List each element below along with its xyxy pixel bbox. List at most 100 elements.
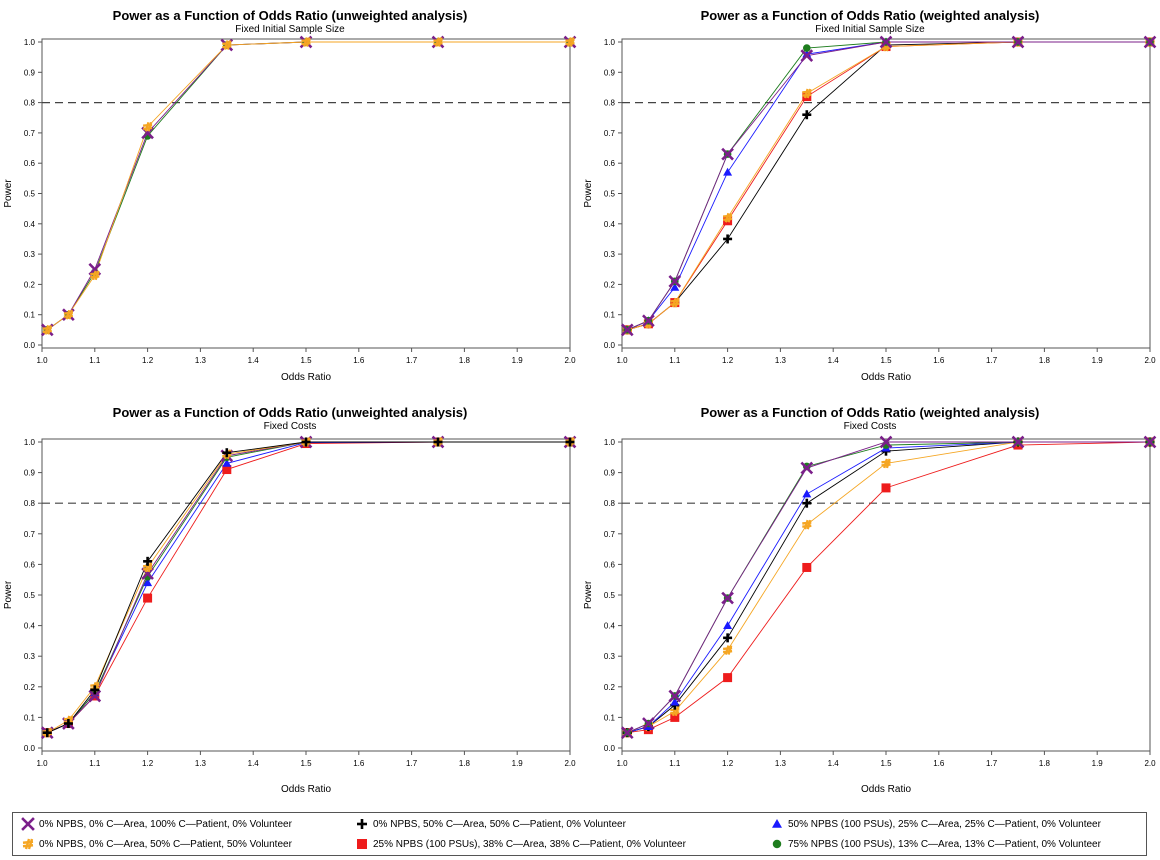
x-tick-label: 1.9 xyxy=(1092,759,1104,768)
x-axis-label: Odds Ratio xyxy=(861,372,911,383)
point-marker-x xyxy=(800,461,814,475)
point-marker-triangle xyxy=(723,167,733,176)
series-line xyxy=(627,41,1150,331)
legend-label: 75% NPBS (100 PSUs), 13% C—Area, 13% C—P… xyxy=(788,838,1101,850)
point-marker-circle xyxy=(802,44,811,52)
point-marker-square xyxy=(670,712,680,722)
y-tick-label: 0.1 xyxy=(24,713,36,722)
y-tick-label: 0.1 xyxy=(604,713,616,722)
series-line xyxy=(627,41,1150,331)
x-tick-label: 2.0 xyxy=(1144,356,1156,365)
y-tick-label: 1.0 xyxy=(24,438,36,447)
chart-title: Power as a Function of Odds Ratio (unwei… xyxy=(112,8,468,23)
x-axis-label: Odds Ratio xyxy=(281,372,331,383)
point-marker-triangle xyxy=(723,621,733,629)
legend-label: 0% NPBS, 50% C—Area, 50% C—Patient, 0% V… xyxy=(373,818,626,830)
point-marker-x xyxy=(21,817,35,831)
chart-subtitle: Fixed Costs xyxy=(843,421,897,432)
x-tick-label: 1.4 xyxy=(828,356,840,365)
y-tick-label: 0.2 xyxy=(24,683,36,692)
x-axis-label: Odds Ratio xyxy=(861,784,911,795)
point-marker-x xyxy=(1143,435,1157,449)
x-tick-label: 1.6 xyxy=(933,759,945,768)
y-axis-label: Power xyxy=(3,179,14,208)
y-tick-label: 0.0 xyxy=(604,744,616,753)
y-axis-label: Power xyxy=(3,580,14,609)
legend-marker-hash-icon xyxy=(22,838,34,850)
x-tick-label: 1.0 xyxy=(616,356,628,365)
y-tick-label: 0.6 xyxy=(24,560,36,569)
point-marker-hash xyxy=(142,121,153,132)
x-tick-label: 1.1 xyxy=(89,356,101,365)
y-tick-label: 0.4 xyxy=(24,622,36,631)
y-tick-label: 0.3 xyxy=(604,250,616,259)
point-marker-x xyxy=(1143,35,1157,49)
point-marker-plus xyxy=(222,448,232,458)
y-tick-label: 0.6 xyxy=(24,159,36,168)
point-marker-hash xyxy=(670,297,680,308)
point-marker-square xyxy=(802,562,812,572)
x-tick-label: 1.3 xyxy=(775,356,787,365)
chart-panel-weighted-fixed-sample: Power as a Function of Odds Ratio (weigh… xyxy=(580,0,1160,400)
point-marker-triangle xyxy=(143,578,153,587)
chart-subtitle: Fixed Initial Sample Size xyxy=(235,24,345,35)
point-marker-triangle xyxy=(802,489,812,498)
y-tick-label: 0.7 xyxy=(604,129,616,138)
y-tick-label: 0.4 xyxy=(604,220,616,229)
legend-entry: 50% NPBS (100 PSUs), 25% C—Area, 25% C—P… xyxy=(770,817,1101,831)
point-marker-plus xyxy=(42,728,52,738)
y-tick-label: 1.0 xyxy=(24,38,36,47)
point-marker-x xyxy=(721,147,734,161)
point-marker-circle xyxy=(772,839,782,849)
x-tick-label: 1.7 xyxy=(406,759,418,768)
plot-frame xyxy=(621,38,1151,349)
point-marker-x xyxy=(141,567,154,580)
series-line xyxy=(627,41,1150,331)
point-marker-hash xyxy=(722,645,733,655)
point-marker-x xyxy=(1011,435,1025,449)
point-marker-triangle xyxy=(670,697,680,706)
y-axis-label: Power xyxy=(583,580,594,609)
x-tick-label: 1.9 xyxy=(512,759,524,768)
x-tick-label: 1.5 xyxy=(300,356,312,365)
legend-label: 0% NPBS, 0% C—Area, 50% C—Patient, 50% V… xyxy=(39,838,292,850)
plot-frame xyxy=(41,438,571,752)
x-tick-label: 1.1 xyxy=(669,356,681,365)
point-marker-hash xyxy=(802,88,812,99)
point-marker-hash xyxy=(90,270,100,281)
y-tick-label: 0.0 xyxy=(24,341,36,350)
chart-plot: 0.0 0.1 0.2 0.3 0.4 0.5 0.6 0.7 0.8 0.9 1.0 1.0 1.1 1… xyxy=(3,435,577,795)
x-tick-label: 1.8 xyxy=(1039,759,1051,768)
point-marker-hash xyxy=(63,309,74,320)
x-tick-label: 1.3 xyxy=(775,759,787,768)
y-tick-label: 0.8 xyxy=(604,499,616,508)
point-marker-plus xyxy=(802,110,812,120)
y-tick-label: 0.9 xyxy=(604,68,616,77)
chart-subtitle: Fixed Initial Sample Size xyxy=(815,24,925,35)
point-marker-plus xyxy=(565,437,575,447)
chart-plot: 0.0 0.1 0.2 0.3 0.4 0.5 0.6 0.7 0.8 0.9 1.0 1.0 1.1 1… xyxy=(583,435,1157,795)
y-tick-label: 0.1 xyxy=(24,311,36,320)
x-tick-label: 2.0 xyxy=(564,759,576,768)
x-tick-label: 1.8 xyxy=(1039,356,1051,365)
x-tick-label: 1.7 xyxy=(406,356,418,365)
x-tick-label: 1.1 xyxy=(669,759,681,768)
point-marker-hash xyxy=(881,458,891,469)
y-tick-label: 0.7 xyxy=(604,530,616,539)
point-marker-x xyxy=(668,275,682,288)
chart-panel-unweighted-fixed-costs: Power as a Function of Odds Ratio (unwei… xyxy=(0,400,580,810)
y-tick-label: 0.7 xyxy=(24,129,36,138)
chart-panel-weighted-fixed-costs: Power as a Function of Odds Ratio (weigh… xyxy=(580,400,1160,810)
point-marker-hash xyxy=(565,37,575,47)
point-marker-hash xyxy=(301,37,311,47)
series-line xyxy=(627,41,1150,331)
legend-label: 0% NPBS, 0% C—Area, 100% C—Patient, 0% V… xyxy=(39,818,292,830)
legend-entry: 0% NPBS, 0% C—Area, 50% C—Patient, 50% V… xyxy=(21,837,292,851)
point-marker-x xyxy=(642,314,655,328)
point-marker-hash xyxy=(222,40,232,50)
y-tick-label: 0.9 xyxy=(604,469,616,478)
chart-title: Power as a Function of Odds Ratio (weigh… xyxy=(700,405,1040,420)
chart-subtitle: Fixed Costs xyxy=(263,421,317,432)
point-marker-hash xyxy=(722,212,733,223)
point-marker-hash xyxy=(22,838,34,850)
